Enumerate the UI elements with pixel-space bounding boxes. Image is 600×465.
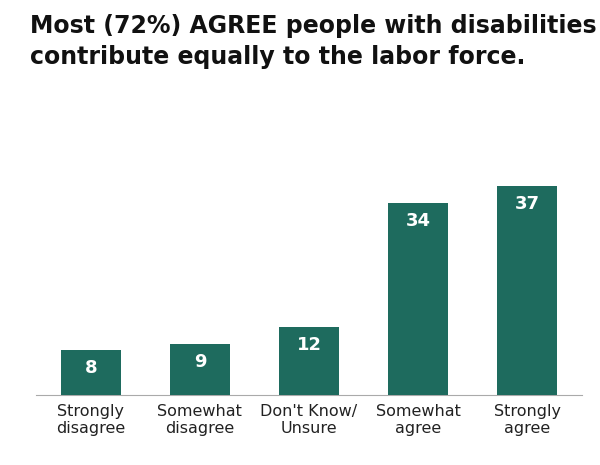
- Text: 8: 8: [85, 359, 97, 377]
- Bar: [497, 186, 557, 395]
- Bar: [61, 350, 121, 395]
- Bar: [170, 345, 230, 395]
- Bar: [279, 327, 339, 395]
- Text: 9: 9: [194, 353, 206, 371]
- Text: 34: 34: [406, 212, 431, 230]
- Text: Most (72%) AGREE people with disabilities
contribute equally to the labor force.: Most (72%) AGREE people with disabilitie…: [30, 14, 596, 69]
- Text: 37: 37: [515, 195, 539, 213]
- Bar: [388, 203, 448, 395]
- Text: 12: 12: [296, 336, 322, 354]
